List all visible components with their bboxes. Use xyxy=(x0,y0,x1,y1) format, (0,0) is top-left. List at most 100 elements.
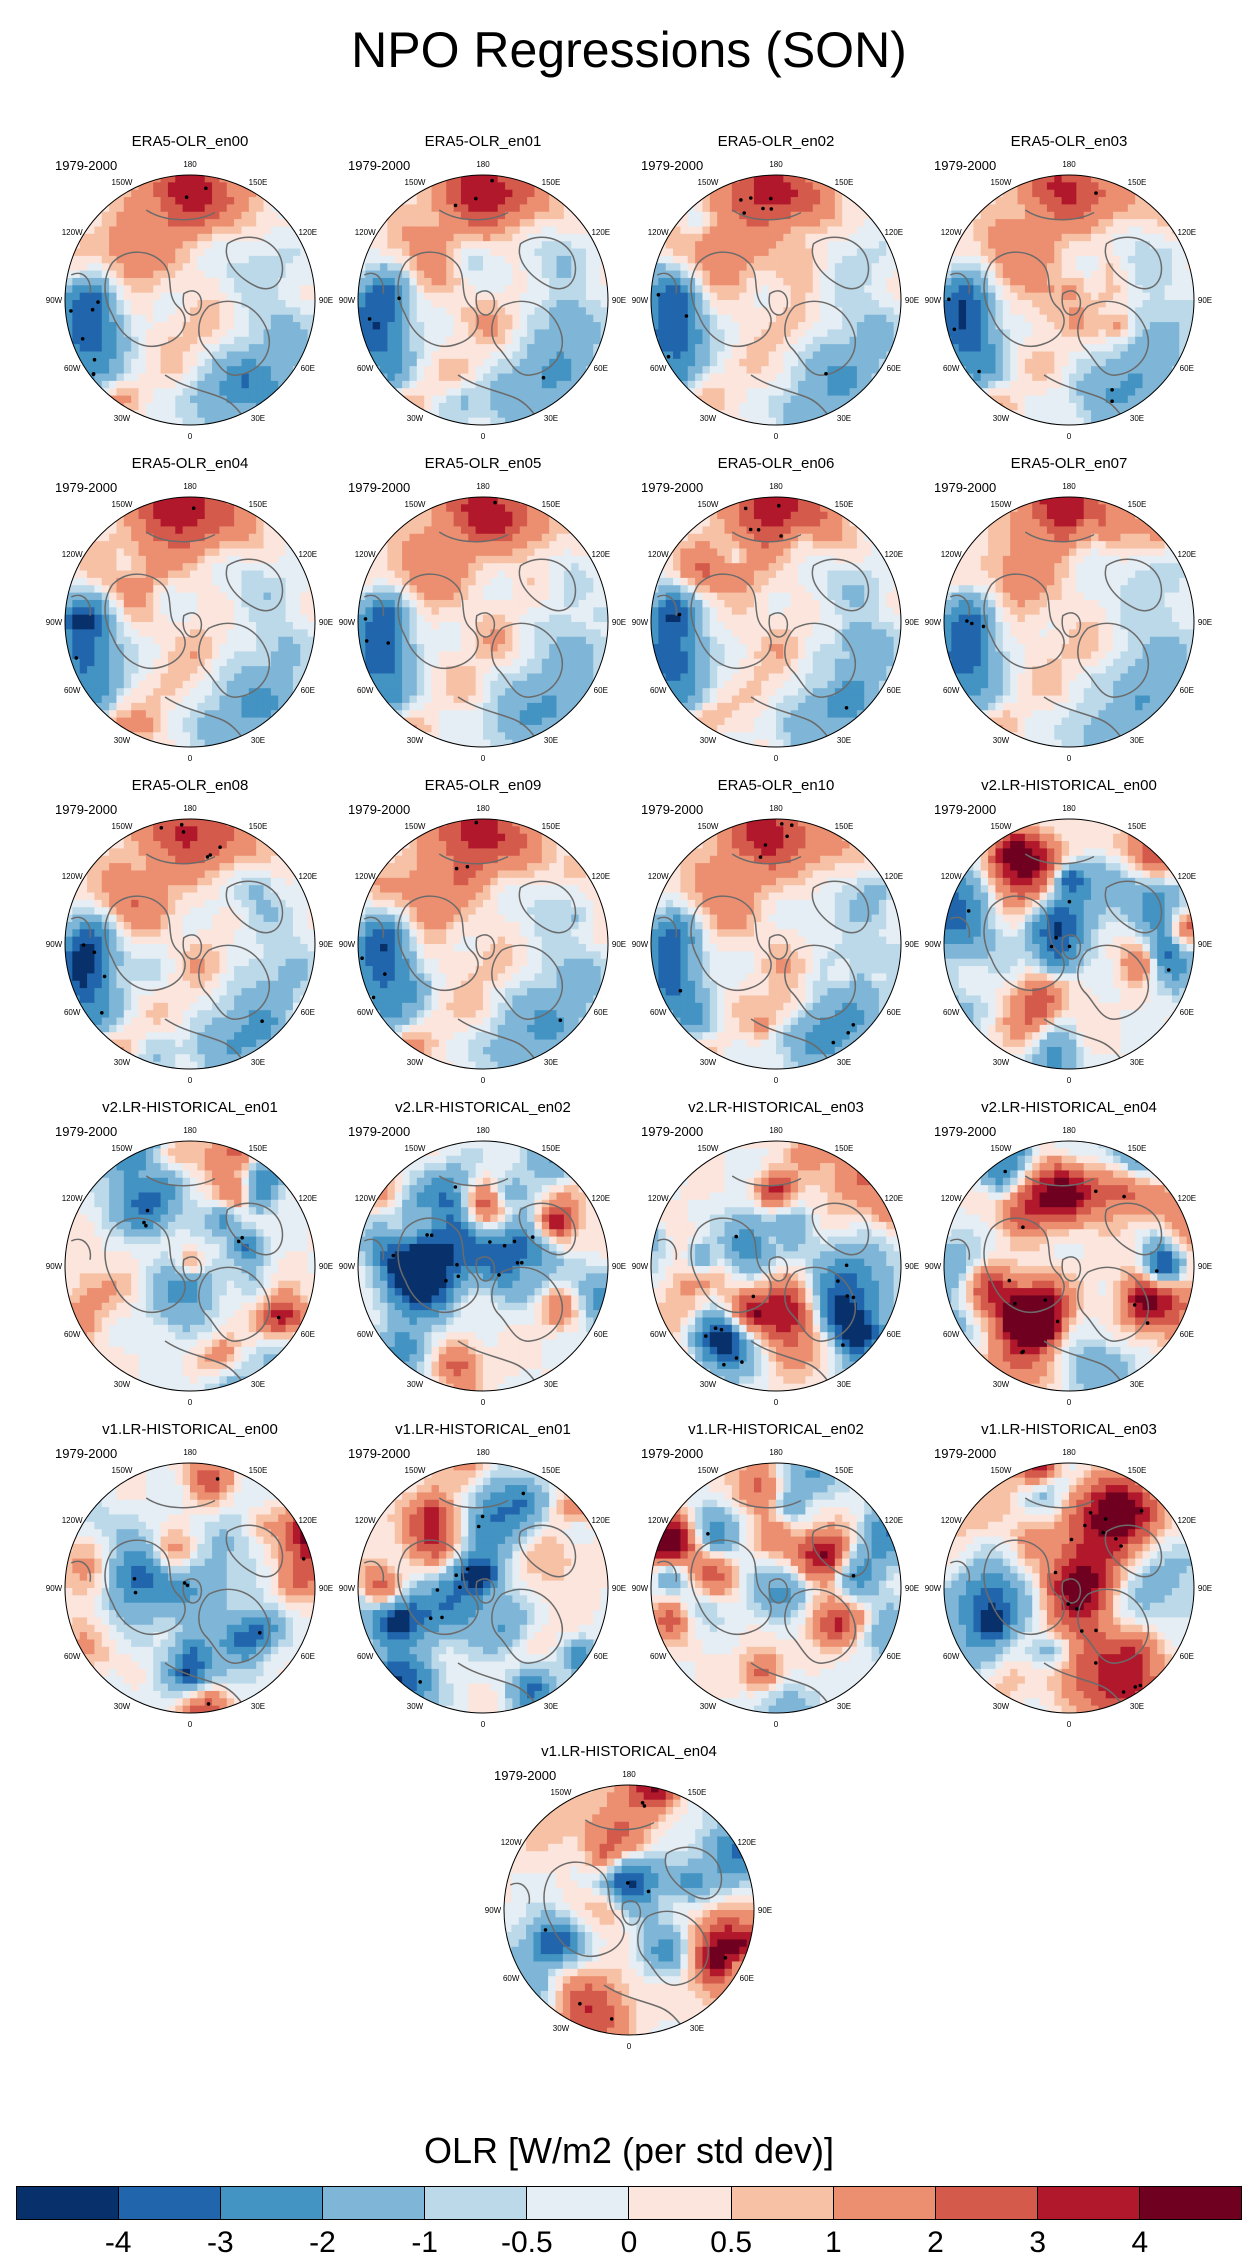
coastline xyxy=(584,1819,655,1831)
longitude-label: 120E xyxy=(884,1194,903,1203)
significance-dot xyxy=(102,974,107,979)
panel-period: 1979-2000 xyxy=(348,802,410,817)
significance-dot xyxy=(236,1239,241,1244)
longitude-label: 90E xyxy=(612,940,626,949)
coastline xyxy=(1024,1175,1095,1187)
longitude-label: 180 xyxy=(1062,1126,1076,1135)
longitude-label: 30E xyxy=(251,414,265,423)
coastline xyxy=(363,1238,385,1260)
longitude-label: 120W xyxy=(355,228,376,237)
significance-dot xyxy=(454,866,459,871)
longitude-label: 0 xyxy=(1067,1720,1072,1729)
significance-dot xyxy=(678,988,683,993)
coastline xyxy=(397,1217,479,1313)
coastline xyxy=(983,1539,1065,1635)
significance-dot xyxy=(1021,1349,1026,1354)
significance-dot xyxy=(1101,1530,1105,1535)
longitude-label: 0 xyxy=(188,1398,193,1407)
colorbar-ticks: -4 -3 -2 -1 -0.5 0 0.5 1 2 3 4 xyxy=(16,2226,1242,2267)
longitude-label: 60W xyxy=(503,1974,520,1983)
significance-dot xyxy=(69,309,73,313)
significance-dot xyxy=(208,853,213,857)
significance-dot xyxy=(493,500,497,505)
significance-dot xyxy=(81,943,86,947)
significance-dot xyxy=(1049,944,1054,949)
coastline xyxy=(811,236,870,290)
significance-dot xyxy=(758,855,763,859)
longitude-label: 180 xyxy=(476,1448,490,1457)
longitude-label: 30E xyxy=(837,1380,851,1389)
longitude-label: 120W xyxy=(941,228,962,237)
significance-dot xyxy=(734,1356,739,1360)
coastline xyxy=(198,1266,270,1342)
colorbar-swatch xyxy=(119,2187,222,2219)
significance-dot xyxy=(666,354,671,359)
significance-dot xyxy=(1003,1169,1007,1174)
significance-dot xyxy=(609,2017,614,2021)
longitude-label: 120W xyxy=(355,1516,376,1525)
map-boundary xyxy=(650,174,902,426)
longitude-label: 90W xyxy=(632,1262,649,1271)
map-boundary xyxy=(943,818,1195,1070)
significance-dot xyxy=(1067,944,1072,949)
map-panel: 180 150E 120E 90E 60E 30E 0 30W 60W 90W 120W 150W ER… xyxy=(631,455,921,765)
colorbar-title: OLR [W/m2 (per std dev)] xyxy=(0,2130,1258,2172)
panel-period: 1979-2000 xyxy=(641,158,703,173)
panel-period: 1979-2000 xyxy=(55,802,117,817)
longitude-label: 180 xyxy=(1062,804,1076,813)
significance-dot xyxy=(497,1273,501,1277)
coastline xyxy=(949,594,971,616)
longitude-label: 150E xyxy=(835,500,854,509)
significance-dot xyxy=(454,1573,458,1577)
polar-map: 180 150E 120E 90E 60E 30E 0 30W 60W 90W 120W 150W xyxy=(46,804,333,1085)
longitude-label: 90E xyxy=(612,1262,626,1271)
longitude-label: 0 xyxy=(188,432,193,441)
panel-title: v2.LR-HISTORICAL_en01 xyxy=(45,1099,335,1117)
coastline xyxy=(70,272,92,294)
map-panel: 180 150E 120E 90E 60E 30E 0 30W 60W 90W 120W 150W ER… xyxy=(924,455,1214,765)
map-boundary xyxy=(503,1784,755,2036)
coastline xyxy=(768,290,789,316)
longitude-label: 90W xyxy=(925,1584,942,1593)
significance-dot xyxy=(204,186,208,191)
coastline xyxy=(1024,209,1095,221)
longitude-label: 90E xyxy=(319,296,333,305)
significance-dot xyxy=(763,843,768,847)
longitude-label: 90W xyxy=(925,940,942,949)
longitude-label: 60W xyxy=(357,1652,374,1661)
panel-period: 1979-2000 xyxy=(641,1446,703,1461)
longitude-label: 150E xyxy=(1128,1466,1147,1475)
map-panel: 180 150E 120E 90E 60E 30E 0 30W 60W 90W 120W 150W v1… xyxy=(924,1421,1214,1731)
panel-title: v1.LR-HISTORICAL_en03 xyxy=(924,1421,1214,1439)
longitude-label: 150E xyxy=(542,1144,561,1153)
longitude-label: 30W xyxy=(407,1702,424,1711)
polar-map: 180 150E 120E 90E 60E 30E 0 30W 60W 90W 120W 150W xyxy=(925,804,1212,1085)
coastline xyxy=(70,916,92,938)
significance-dot xyxy=(474,820,479,825)
significance-dot xyxy=(541,375,546,380)
longitude-label: 30E xyxy=(544,736,558,745)
longitude-label: 150W xyxy=(991,500,1012,509)
significance-dot xyxy=(260,1019,264,1023)
longitude-label: 120W xyxy=(355,1194,376,1203)
longitude-label: 180 xyxy=(769,804,783,813)
olr-field xyxy=(65,819,315,1069)
significance-dot xyxy=(743,506,748,511)
longitude-label: 180 xyxy=(1062,1448,1076,1457)
significance-dot xyxy=(970,621,974,626)
longitude-label: 60W xyxy=(650,1008,667,1017)
panel-period: 1979-2000 xyxy=(55,1124,117,1139)
longitude-label: 180 xyxy=(769,1126,783,1135)
coastline xyxy=(811,558,870,612)
significance-dot xyxy=(626,1881,630,1885)
significance-dot xyxy=(391,1253,396,1258)
significance-dot xyxy=(360,956,364,960)
coastline xyxy=(198,622,270,698)
map-panel: 180 150E 120E 90E 60E 30E 0 30W 60W 90W 120W 150W ER… xyxy=(338,455,628,765)
polar-map: 180 150E 120E 90E 60E 30E 0 30W 60W 90W 120W 150W xyxy=(632,804,919,1085)
coastline xyxy=(518,1202,577,1256)
longitude-label: 30W xyxy=(700,414,717,423)
significance-dot xyxy=(1043,1298,1048,1302)
polar-map: 180 150E 120E 90E 60E 30E 0 30W 60W 90W 120W 150W xyxy=(925,482,1212,763)
significance-dot xyxy=(301,1557,306,1561)
